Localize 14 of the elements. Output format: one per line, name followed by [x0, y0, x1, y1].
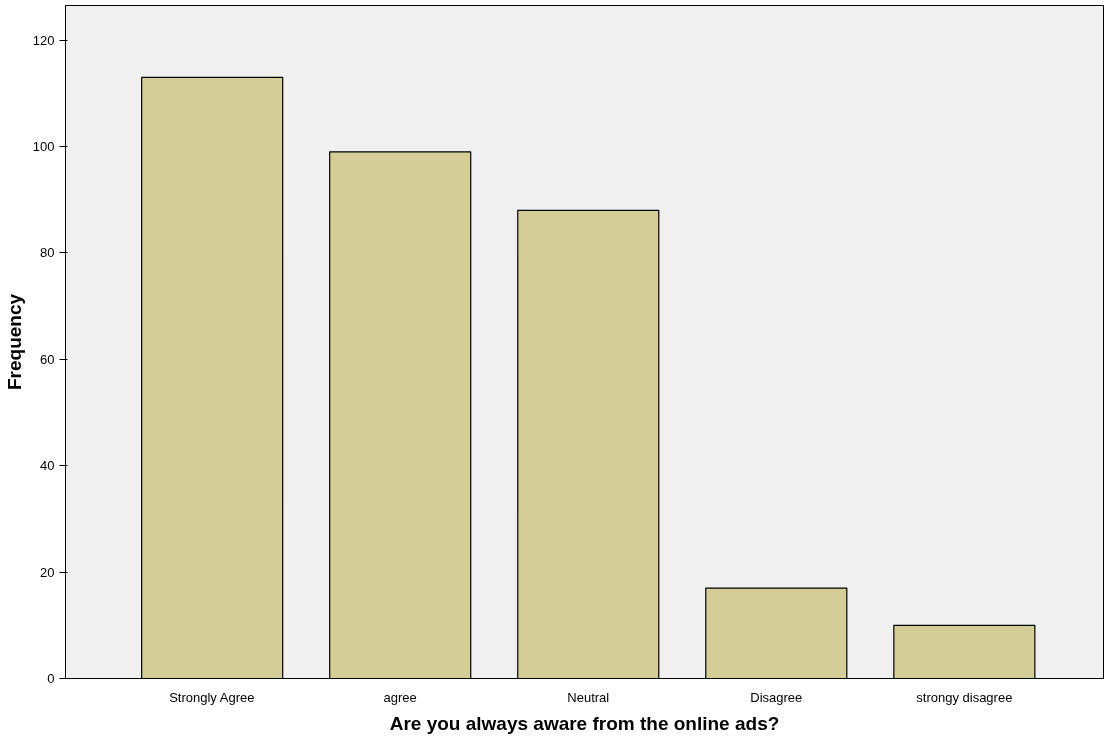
x-tick-label: Strongly Agree	[169, 689, 255, 705]
y-tick-label: 20	[40, 564, 55, 580]
x-axis-title: Are you always aware from the online ads?	[389, 712, 780, 734]
y-tick-label: 40	[40, 458, 55, 474]
y-axis-title: Frequency	[3, 293, 25, 391]
x-tick-label: agree	[383, 689, 417, 705]
y-tick-label: 100	[32, 138, 55, 154]
x-tick-label: Neutral	[567, 689, 610, 705]
y-tick-label: 0	[47, 671, 55, 686]
x-tick-label: Disagree	[750, 689, 803, 705]
y-tick-label: 80	[40, 245, 55, 261]
x-tick-label: strongy disagree	[916, 689, 1013, 705]
y-tick-label: 120	[32, 32, 55, 48]
y-tick-label: 60	[40, 351, 55, 367]
